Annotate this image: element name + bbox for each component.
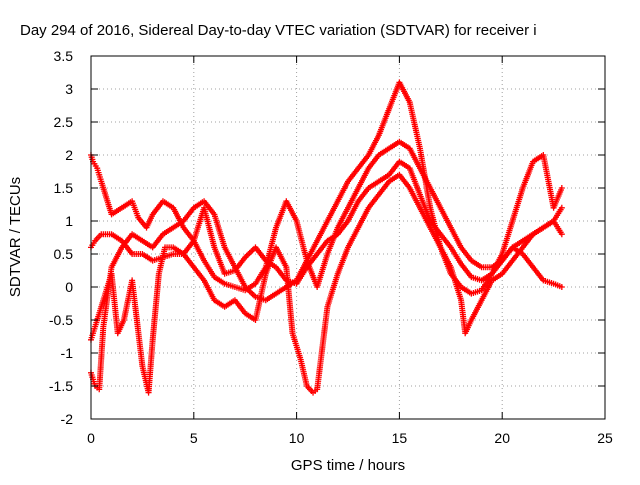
data-points <box>88 79 565 396</box>
data-point <box>558 204 565 211</box>
y-tick-label: 1.5 <box>54 180 74 196</box>
y-tick-label: -0.5 <box>49 312 73 328</box>
data-point <box>558 185 565 191</box>
data-point <box>558 284 565 290</box>
y-tick-label: 3 <box>65 81 73 97</box>
y-axis-label: SDTVAR / TECUs <box>7 177 24 297</box>
data-series <box>88 79 565 393</box>
x-tick-label: 15 <box>392 430 408 446</box>
y-tick-label: 2 <box>65 147 73 163</box>
y-tick-label: 2.5 <box>54 114 74 130</box>
x-axis-label: GPS time / hours <box>291 457 405 474</box>
y-tick-labels: -2 -1.5 -1 -0.5 0 0.5 1 1.5 2 2.5 3 3.5 <box>49 48 73 427</box>
y-tick-label: 3.5 <box>54 48 74 64</box>
plot-frame <box>90 55 606 420</box>
x-tick-label: 0 <box>87 430 95 446</box>
data-series <box>88 138 565 294</box>
y-tick-label: -2 <box>61 411 74 427</box>
y-tick-label: -1 <box>61 345 74 361</box>
y-tick-label: 0 <box>65 279 73 295</box>
axis-ticks <box>90 55 606 420</box>
x-tick-labels: 0 5 10 15 20 25 <box>87 430 613 446</box>
y-tick-label: 0.5 <box>54 246 74 262</box>
chart-title: Day 294 of 2016, Sidereal Day-to-day VTE… <box>20 22 537 39</box>
x-tick-label: 20 <box>494 430 510 446</box>
data-point <box>558 231 565 238</box>
y-tick-label: 1 <box>65 213 73 229</box>
data-series <box>88 171 565 396</box>
data-series <box>88 158 565 287</box>
x-tick-label: 5 <box>190 430 198 446</box>
y-tick-label: -1.5 <box>49 378 73 394</box>
x-tick-label: 25 <box>597 430 613 446</box>
x-tick-label: 10 <box>289 430 305 446</box>
